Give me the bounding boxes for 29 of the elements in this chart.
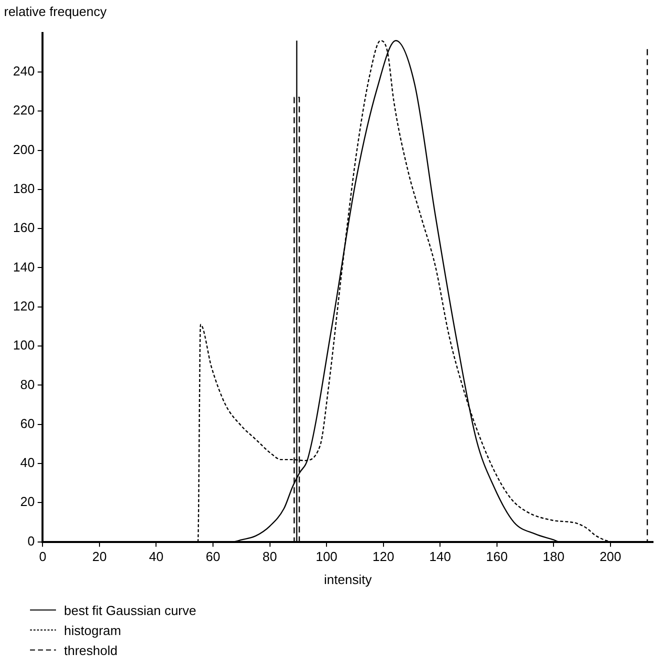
- y-tick-label: 200: [12, 142, 35, 157]
- x-tick-label: 160: [486, 549, 508, 564]
- x-tick-label: 60: [206, 549, 220, 564]
- y-tick-label: 60: [20, 416, 35, 431]
- y-tick-label: 180: [12, 180, 35, 196]
- y-tick-label: 120: [12, 298, 35, 314]
- x-tick-label: 120: [372, 549, 394, 564]
- y-tick-label: 160: [12, 220, 35, 236]
- y-tick-label: 0: [27, 533, 35, 548]
- x-tick-label: 140: [429, 549, 451, 564]
- y-tick-label: 100: [12, 338, 35, 353]
- y-tick-label: 240: [12, 64, 35, 79]
- legend-label: threshold: [64, 642, 118, 658]
- y-tick-label: 20: [20, 494, 35, 510]
- legend-label: histogram: [64, 622, 122, 638]
- x-tick-label: 0: [39, 549, 46, 564]
- y-tick-label: 140: [12, 259, 35, 274]
- x-tick-label: 20: [92, 549, 107, 564]
- x-tick-label: 200: [600, 549, 622, 564]
- y-tick-label: 40: [20, 455, 35, 470]
- y-tick-label: 220: [12, 102, 35, 118]
- y-axis-title: relative frequency: [4, 4, 107, 19]
- y-tick-label: 80: [20, 376, 35, 392]
- legend-label: best fit Gaussian curve: [64, 602, 196, 618]
- x-tick-label: 80: [262, 549, 278, 564]
- x-axis-title: intensity: [324, 572, 372, 587]
- x-tick-label: 40: [149, 549, 164, 564]
- x-tick-label: 180: [542, 549, 564, 564]
- x-tick-label: 100: [316, 549, 338, 564]
